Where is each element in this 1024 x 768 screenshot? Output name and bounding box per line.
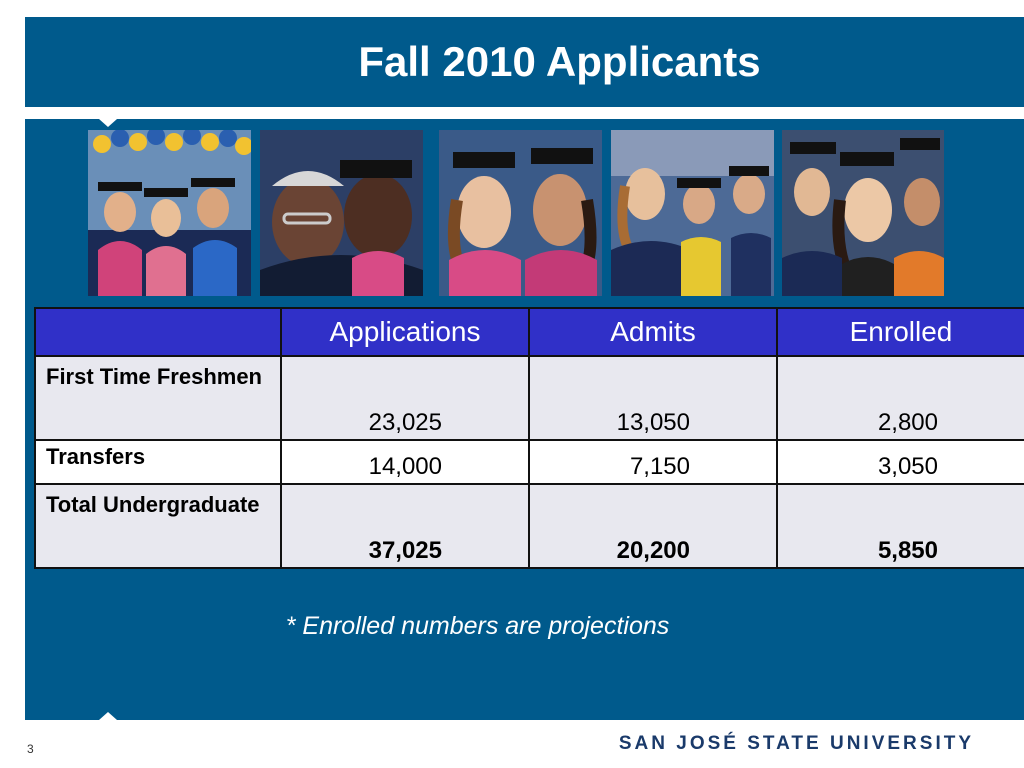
band-notch-bottom bbox=[99, 712, 117, 720]
applications-total: 37,025 bbox=[280, 483, 530, 569]
row-label: First Time Freshmen bbox=[34, 355, 282, 441]
graduate-photo-5 bbox=[782, 130, 944, 296]
graduate-photo-2 bbox=[260, 130, 423, 296]
graduate-photo-1 bbox=[88, 130, 251, 296]
admits-value: 13,050 bbox=[528, 355, 778, 441]
band-notch-top bbox=[99, 119, 117, 127]
title-band: Fall 2010 Applicants bbox=[25, 17, 1024, 107]
graduate-photo-3 bbox=[439, 130, 602, 296]
enrolled-value: 2,800 bbox=[776, 355, 1024, 441]
header-blank bbox=[34, 307, 282, 357]
footnote: * Enrolled numbers are projections bbox=[285, 612, 670, 640]
row-label: Total Undergraduate bbox=[34, 483, 282, 569]
graduate-photo-strip bbox=[88, 130, 944, 296]
enrolled-total: 5,850 bbox=[776, 483, 1024, 569]
table-row: Total Undergraduate 37,025 20,200 5,850 bbox=[34, 483, 1024, 569]
header-enrolled: Enrolled bbox=[776, 307, 1024, 357]
applications-value: 23,025 bbox=[280, 355, 530, 441]
applicants-table: Applications Admits Enrolled First Time … bbox=[34, 307, 1024, 569]
admits-total: 20,200 bbox=[528, 483, 778, 569]
header-admits: Admits bbox=[528, 307, 778, 357]
graduate-photo-4 bbox=[611, 130, 774, 296]
table-row: First Time Freshmen 23,025 13,050 2,800 bbox=[34, 355, 1024, 441]
university-wordmark: SAN JOSÉ STATE UNIVERSITY bbox=[618, 733, 974, 754]
enrolled-value: 3,050 bbox=[776, 439, 1024, 485]
applications-value: 14,000 bbox=[280, 439, 530, 485]
slide-title: Fall 2010 Applicants bbox=[358, 38, 761, 85]
row-label: Transfers bbox=[34, 439, 282, 485]
page-number: 3 bbox=[27, 742, 34, 756]
admits-value: 7,150 bbox=[528, 439, 778, 485]
header-applications: Applications bbox=[280, 307, 530, 357]
table-header-row: Applications Admits Enrolled bbox=[34, 307, 1024, 357]
table-row: Transfers 14,000 7,150 3,050 bbox=[34, 439, 1024, 485]
